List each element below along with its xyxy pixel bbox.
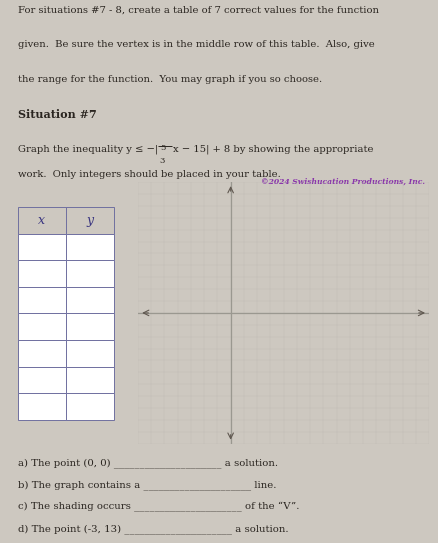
- Bar: [18, 207, 66, 233]
- Bar: [18, 287, 66, 313]
- Bar: [66, 287, 114, 313]
- Text: y: y: [86, 214, 93, 227]
- Bar: [66, 233, 114, 260]
- Text: c) The shading occurs _____________________ of the “V”.: c) The shading occurs __________________…: [18, 502, 299, 513]
- Text: given.  Be sure the vertex is in the middle row of this table.  Also, give: given. Be sure the vertex is in the midd…: [18, 40, 374, 49]
- Bar: [66, 260, 114, 287]
- Bar: [66, 367, 114, 393]
- Bar: [18, 340, 66, 367]
- Bar: [18, 313, 66, 340]
- Text: 5: 5: [160, 144, 165, 152]
- Text: 3: 3: [160, 157, 165, 165]
- Text: a) The point (0, 0) _____________________ a solution.: a) The point (0, 0) ____________________…: [18, 458, 278, 468]
- Bar: [18, 260, 66, 287]
- Text: x − 15| + 8 by showing the appropriate: x − 15| + 8 by showing the appropriate: [173, 144, 374, 154]
- Bar: [18, 367, 66, 393]
- Text: work.  Only integers should be placed in your table.: work. Only integers should be placed in …: [18, 171, 280, 179]
- Text: For situations #7 - 8, create a table of 7 correct values for the function: For situations #7 - 8, create a table of…: [18, 5, 378, 14]
- Text: Situation #7: Situation #7: [18, 110, 96, 121]
- Text: x: x: [38, 214, 45, 227]
- Text: Graph the inequality y ≤ −|: Graph the inequality y ≤ −|: [18, 144, 158, 154]
- Text: ©2024 Swishucation Productions, Inc.: ©2024 Swishucation Productions, Inc.: [261, 178, 425, 186]
- Text: d) The point (-3, 13) _____________________ a solution.: d) The point (-3, 13) __________________…: [18, 525, 288, 534]
- Bar: [66, 393, 114, 420]
- Bar: [66, 340, 114, 367]
- Bar: [66, 313, 114, 340]
- Bar: [66, 207, 114, 233]
- Text: the range for the function.  You may graph if you so choose.: the range for the function. You may grap…: [18, 75, 321, 84]
- Bar: [18, 393, 66, 420]
- Text: b) The graph contains a _____________________ line.: b) The graph contains a ________________…: [18, 480, 276, 490]
- Bar: [18, 233, 66, 260]
